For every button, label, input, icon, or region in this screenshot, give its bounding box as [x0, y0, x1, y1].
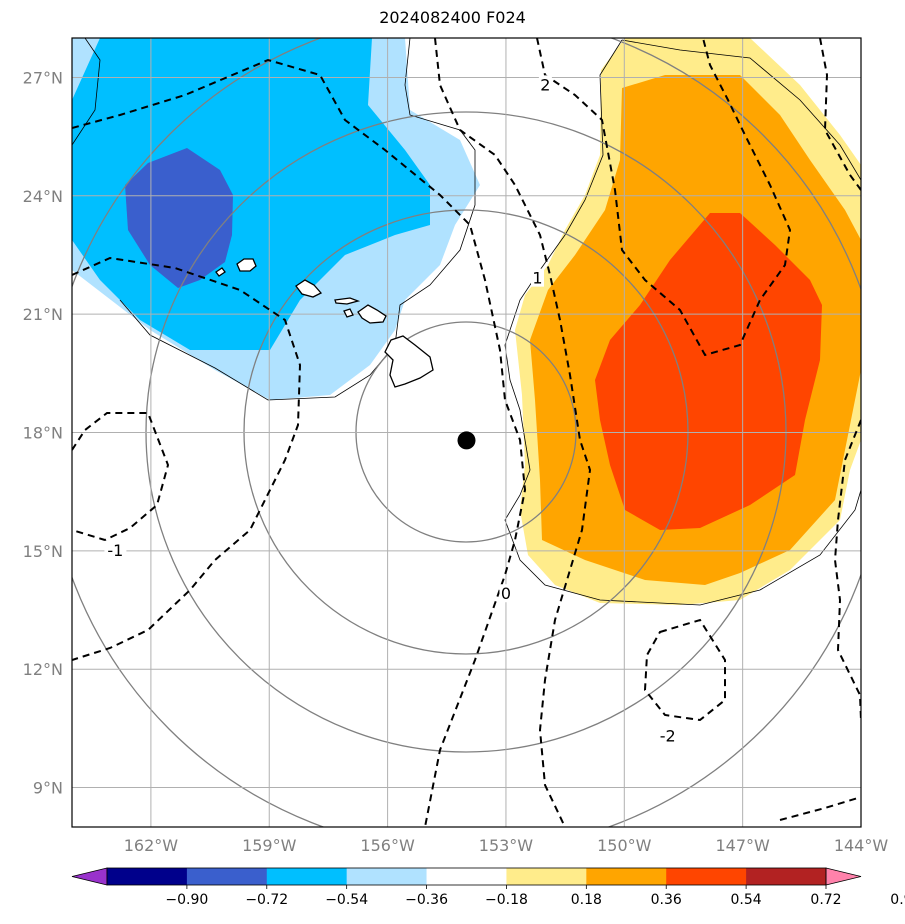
contour-label: 0 [501, 584, 511, 603]
contour-label-halo [656, 726, 679, 745]
contour-label-halo [538, 75, 552, 94]
storm-center-marker [457, 431, 476, 450]
colorbar-tick-label: 0.90 [890, 892, 905, 908]
colorbar-extend-high [825, 867, 862, 886]
colorbar-tick-label: 0.54 [731, 892, 762, 908]
colorbar-extend-low [71, 867, 108, 886]
colorbar-segment [107, 868, 188, 885]
colorbar-segment [506, 868, 587, 885]
longitude-tick-label: 144°W [834, 836, 889, 855]
colorbar: −0.90 −0.72 −0.54 −0.36 −0.18 0.18 0.36 0.54 0.7… [71, 867, 905, 908]
colorbar-tick-label: −0.18 [485, 892, 528, 908]
contour-label-halo [104, 540, 127, 559]
latitude-tick-label: 9°N [33, 779, 63, 798]
colorbar-tick-label: 0.36 [651, 892, 682, 908]
dashed-contours [72, 38, 861, 827]
negative-anomaly-fill [72, 38, 480, 400]
latitude-labels: 9°N 12°N 15°N 18°N 21°N 24°N 27°N [23, 68, 63, 797]
thin-contours [72, 38, 861, 606]
hawaiian-islands [215, 258, 434, 388]
contour-label: 1 [532, 269, 542, 288]
longitude-labels: 162°W 159°W 156°W 153°W 150°W 147°W 144°W [124, 836, 889, 855]
colorbar-segment [426, 868, 507, 885]
colorbar-tick-label: 0.18 [571, 892, 602, 908]
contour-label: 2 [540, 75, 550, 94]
kauai-coastline [236, 258, 257, 272]
contour-label: -2 [660, 726, 676, 745]
map-title: 2024082400 F024 [379, 8, 526, 27]
colorbar-segment [346, 868, 428, 885]
colorbar-tick-label: −0.72 [245, 892, 288, 908]
contour-labels: 2 1 0 -1 -2 [104, 75, 679, 745]
latitude-tick-label: 21°N [23, 305, 63, 324]
colorbar-segment [746, 868, 827, 885]
colorbar-segment [266, 868, 348, 885]
big-island-coastline [384, 335, 434, 388]
colorbar-segment [186, 868, 268, 885]
maui-coastline [357, 304, 387, 324]
colorbar-outline [106, 867, 827, 886]
colorbar-tick-label: −0.54 [325, 892, 368, 908]
longitude-tick-label: 150°W [597, 836, 652, 855]
molokai-coastline [334, 297, 361, 305]
contour-label-halo [499, 584, 513, 603]
colorbar-segment [666, 868, 747, 885]
niihau-coastline [215, 267, 226, 277]
colorbar-segment [586, 868, 667, 885]
latitude-tick-label: 24°N [23, 187, 63, 206]
map-frame [71, 37, 862, 828]
longitude-tick-label: 162°W [124, 836, 179, 855]
map-content: 2 1 0 -1 -2 [72, 38, 861, 827]
royal-blue-region [125, 148, 233, 288]
oahu-coastline [295, 279, 323, 298]
latitude-tick-label: 15°N [23, 542, 63, 561]
contour-label: -1 [107, 541, 123, 560]
latitude-tick-label: 18°N [23, 424, 63, 443]
colorbar-tick-label: 0.72 [810, 892, 841, 908]
longitude-tick-label: 147°W [715, 836, 770, 855]
longitude-tick-label: 159°W [242, 836, 297, 855]
longitude-tick-label: 156°W [360, 836, 415, 855]
positive-anomaly-fill [515, 38, 861, 605]
latitude-tick-label: 27°N [23, 68, 63, 87]
colorbar-tick-label: −0.90 [165, 892, 208, 908]
colorbar-tick-label: −0.36 [405, 892, 448, 908]
contour-label-halo [531, 268, 545, 287]
lanai-coastline [343, 308, 354, 318]
latitude-tick-label: 12°N [23, 660, 63, 679]
longitude-tick-label: 153°W [479, 836, 534, 855]
